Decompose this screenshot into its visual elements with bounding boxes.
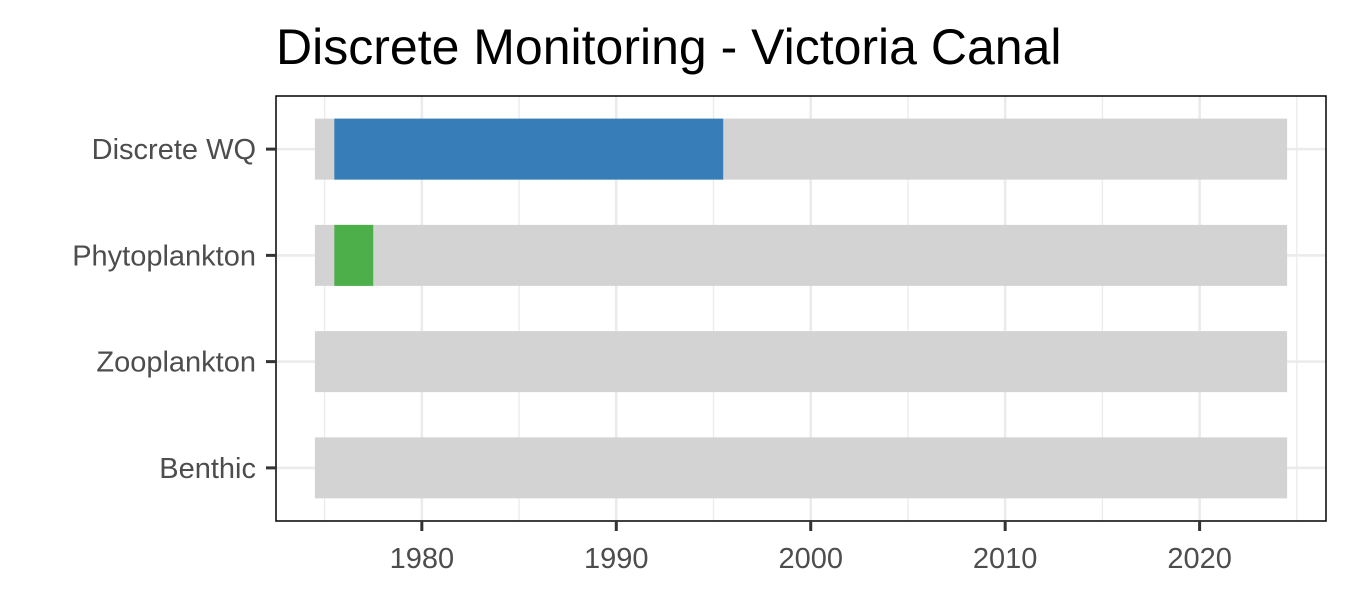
x-tick-label: 2020 bbox=[1167, 543, 1232, 575]
background-bar bbox=[314, 437, 1288, 499]
y-tick-label: Phytoplankton bbox=[72, 240, 256, 272]
range-bar bbox=[334, 224, 374, 286]
background-bars bbox=[314, 118, 1288, 499]
x-tick-label: 2010 bbox=[973, 543, 1038, 575]
x-tick-label: 1990 bbox=[584, 543, 649, 575]
y-tick-label: Zooplankton bbox=[96, 347, 256, 379]
background-bar bbox=[314, 331, 1288, 393]
y-tick-label: Discrete WQ bbox=[92, 134, 256, 166]
background-bar bbox=[314, 224, 1288, 286]
range-bar bbox=[334, 118, 724, 180]
range-bars bbox=[334, 118, 724, 286]
x-tick-label: 2000 bbox=[778, 543, 843, 575]
chart-title: Discrete Monitoring - Victoria Canal bbox=[276, 19, 1062, 75]
y-tick-label: Benthic bbox=[159, 453, 256, 485]
plot-panel-border bbox=[275, 95, 1327, 522]
axes: Discrete WQ Phytoplankton Zooplankton Benth… bbox=[72, 134, 1232, 575]
x-tick-label: 1980 bbox=[390, 543, 455, 575]
